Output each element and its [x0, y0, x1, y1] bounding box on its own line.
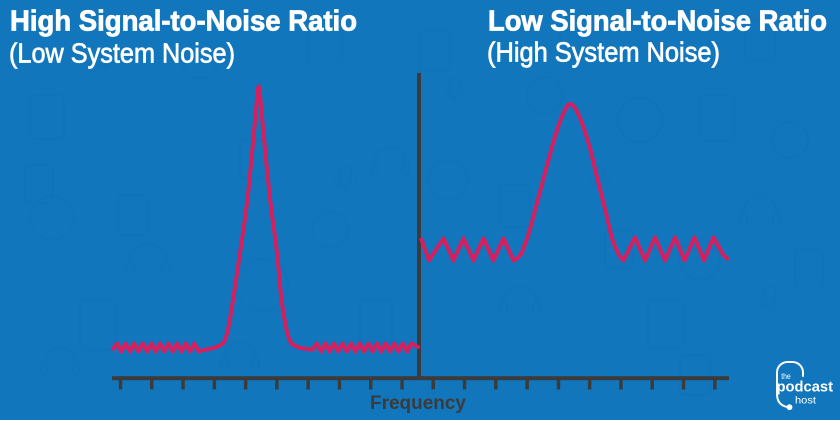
svg-text:Low Signal-to-Noise Ratio: Low Signal-to-Noise Ratio [488, 6, 827, 38]
svg-text:High Signal-to-Noise Ratio: High Signal-to-Noise Ratio [10, 6, 357, 38]
svg-text:podcast: podcast [777, 380, 834, 396]
svg-text:host: host [795, 396, 816, 407]
svg-text:(Low System Noise): (Low System Noise) [9, 38, 235, 69]
svg-text:(High System Noise): (High System Noise) [487, 37, 720, 68]
svg-text:the: the [781, 372, 791, 381]
svg-text:Frequency: Frequency [370, 393, 466, 414]
